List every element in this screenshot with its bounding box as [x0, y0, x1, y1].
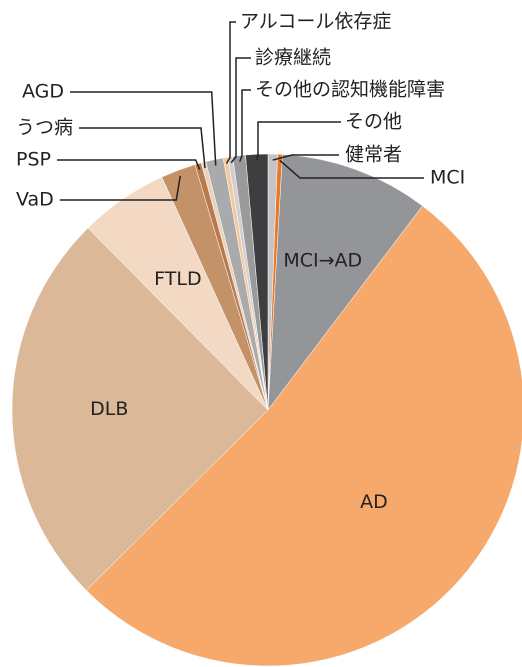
slice-label: MCI→AD	[283, 250, 362, 272]
slice-label: アルコール依存症	[240, 11, 391, 33]
leader-line	[225, 21, 236, 164]
leader-line	[70, 91, 217, 166]
slice-label: PSP	[16, 149, 51, 171]
leader-line	[79, 127, 206, 169]
leader-line	[239, 89, 251, 162]
slice-label: DLB	[90, 398, 128, 420]
slice-label: その他の認知機能障害	[255, 79, 445, 101]
slice-label: その他	[345, 111, 402, 133]
slice-label: 診療継続	[255, 47, 331, 69]
leader-line	[56, 159, 201, 170]
pie-slice	[11, 227, 269, 591]
pie-slice	[245, 153, 269, 411]
leader-line	[279, 159, 424, 179]
leader-line	[230, 57, 251, 164]
pie-slice	[85, 205, 522, 667]
leader-line	[272, 154, 339, 161]
leader-line	[59, 175, 182, 201]
slice-label: うつ病	[16, 117, 73, 139]
slice-label: AGD	[22, 81, 64, 103]
leader-line	[256, 121, 341, 161]
slice-label: VaD	[16, 189, 54, 211]
slice-label: MCI	[430, 167, 465, 189]
slice-label: 健常者	[345, 144, 402, 166]
slice-label: AD	[360, 491, 388, 513]
slice-label: FTLD	[154, 268, 201, 290]
